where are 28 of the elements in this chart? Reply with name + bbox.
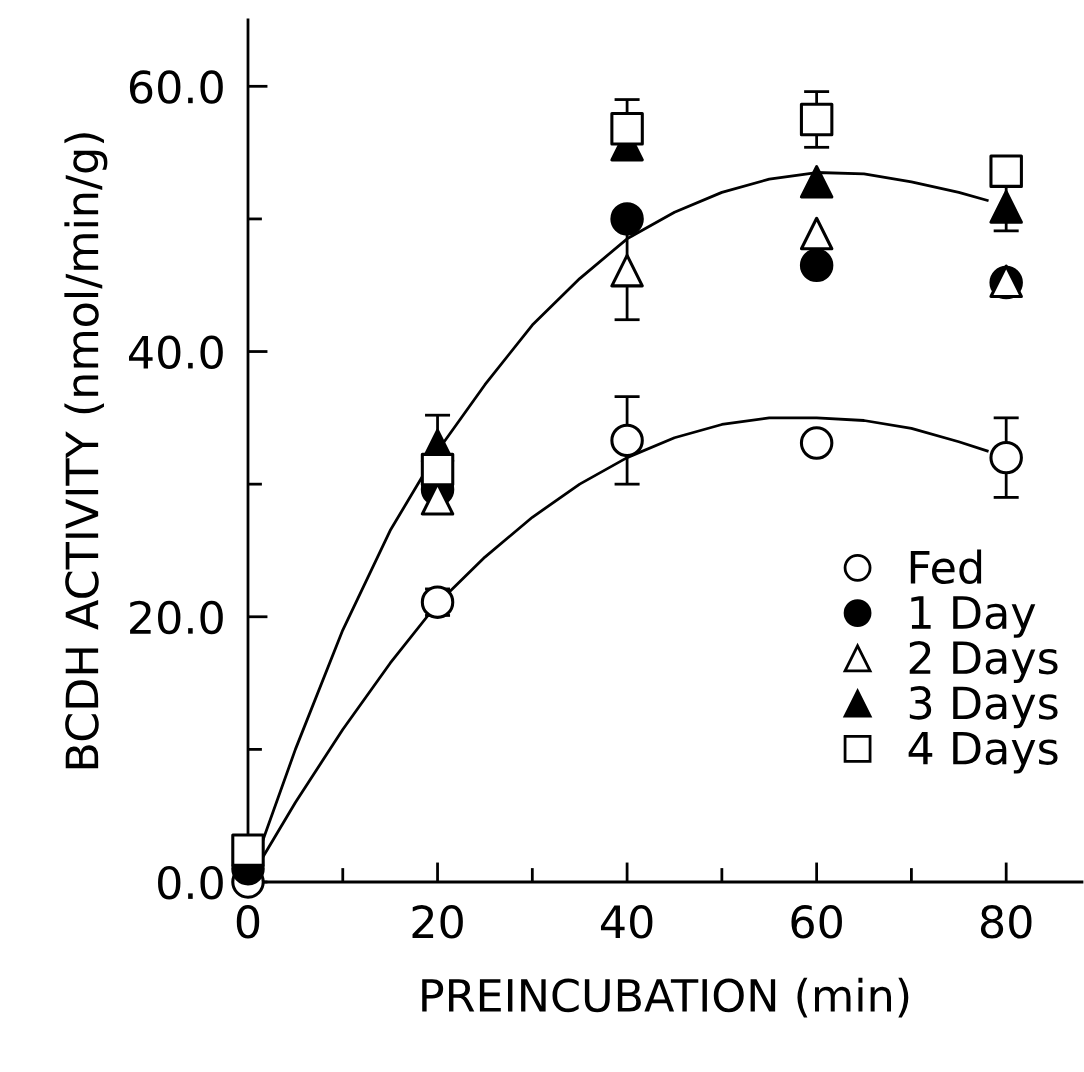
legend-label: Fed (910, 549, 982, 585)
point (989, 190, 1023, 224)
point (799, 165, 834, 199)
point (231, 833, 265, 867)
point (610, 202, 644, 236)
legend-label: 3 Days (909, 686, 1058, 729)
legend-label: 2 Days (909, 640, 1058, 684)
x-tick-label: 40 (600, 905, 653, 939)
y-tick-label: 0.0 (158, 865, 223, 900)
point (610, 423, 644, 458)
x-tick-label: 60 (791, 905, 842, 939)
legend-label: 1 Day (911, 596, 1036, 638)
point (989, 440, 1023, 475)
point (610, 253, 644, 288)
x-tick-label: 80 (980, 905, 1032, 939)
y-tick-label: 60.0 (129, 70, 223, 104)
y-tick-label: 40.0 (128, 335, 223, 370)
x-tick-label: 0 (236, 905, 260, 939)
legend-label: 4 Days (908, 731, 1058, 774)
point (420, 452, 455, 487)
point (799, 102, 834, 137)
x-tick-label: 20 (412, 905, 463, 939)
point (989, 154, 1023, 188)
y-tick-label: 20.0 (130, 600, 223, 635)
y-axis-title: BCDH ACTIVITY (nmol/min/g) (64, 133, 108, 769)
point (799, 248, 834, 283)
x-axis-title: PREINCUBATION (min) (422, 977, 909, 1018)
point (610, 112, 644, 146)
